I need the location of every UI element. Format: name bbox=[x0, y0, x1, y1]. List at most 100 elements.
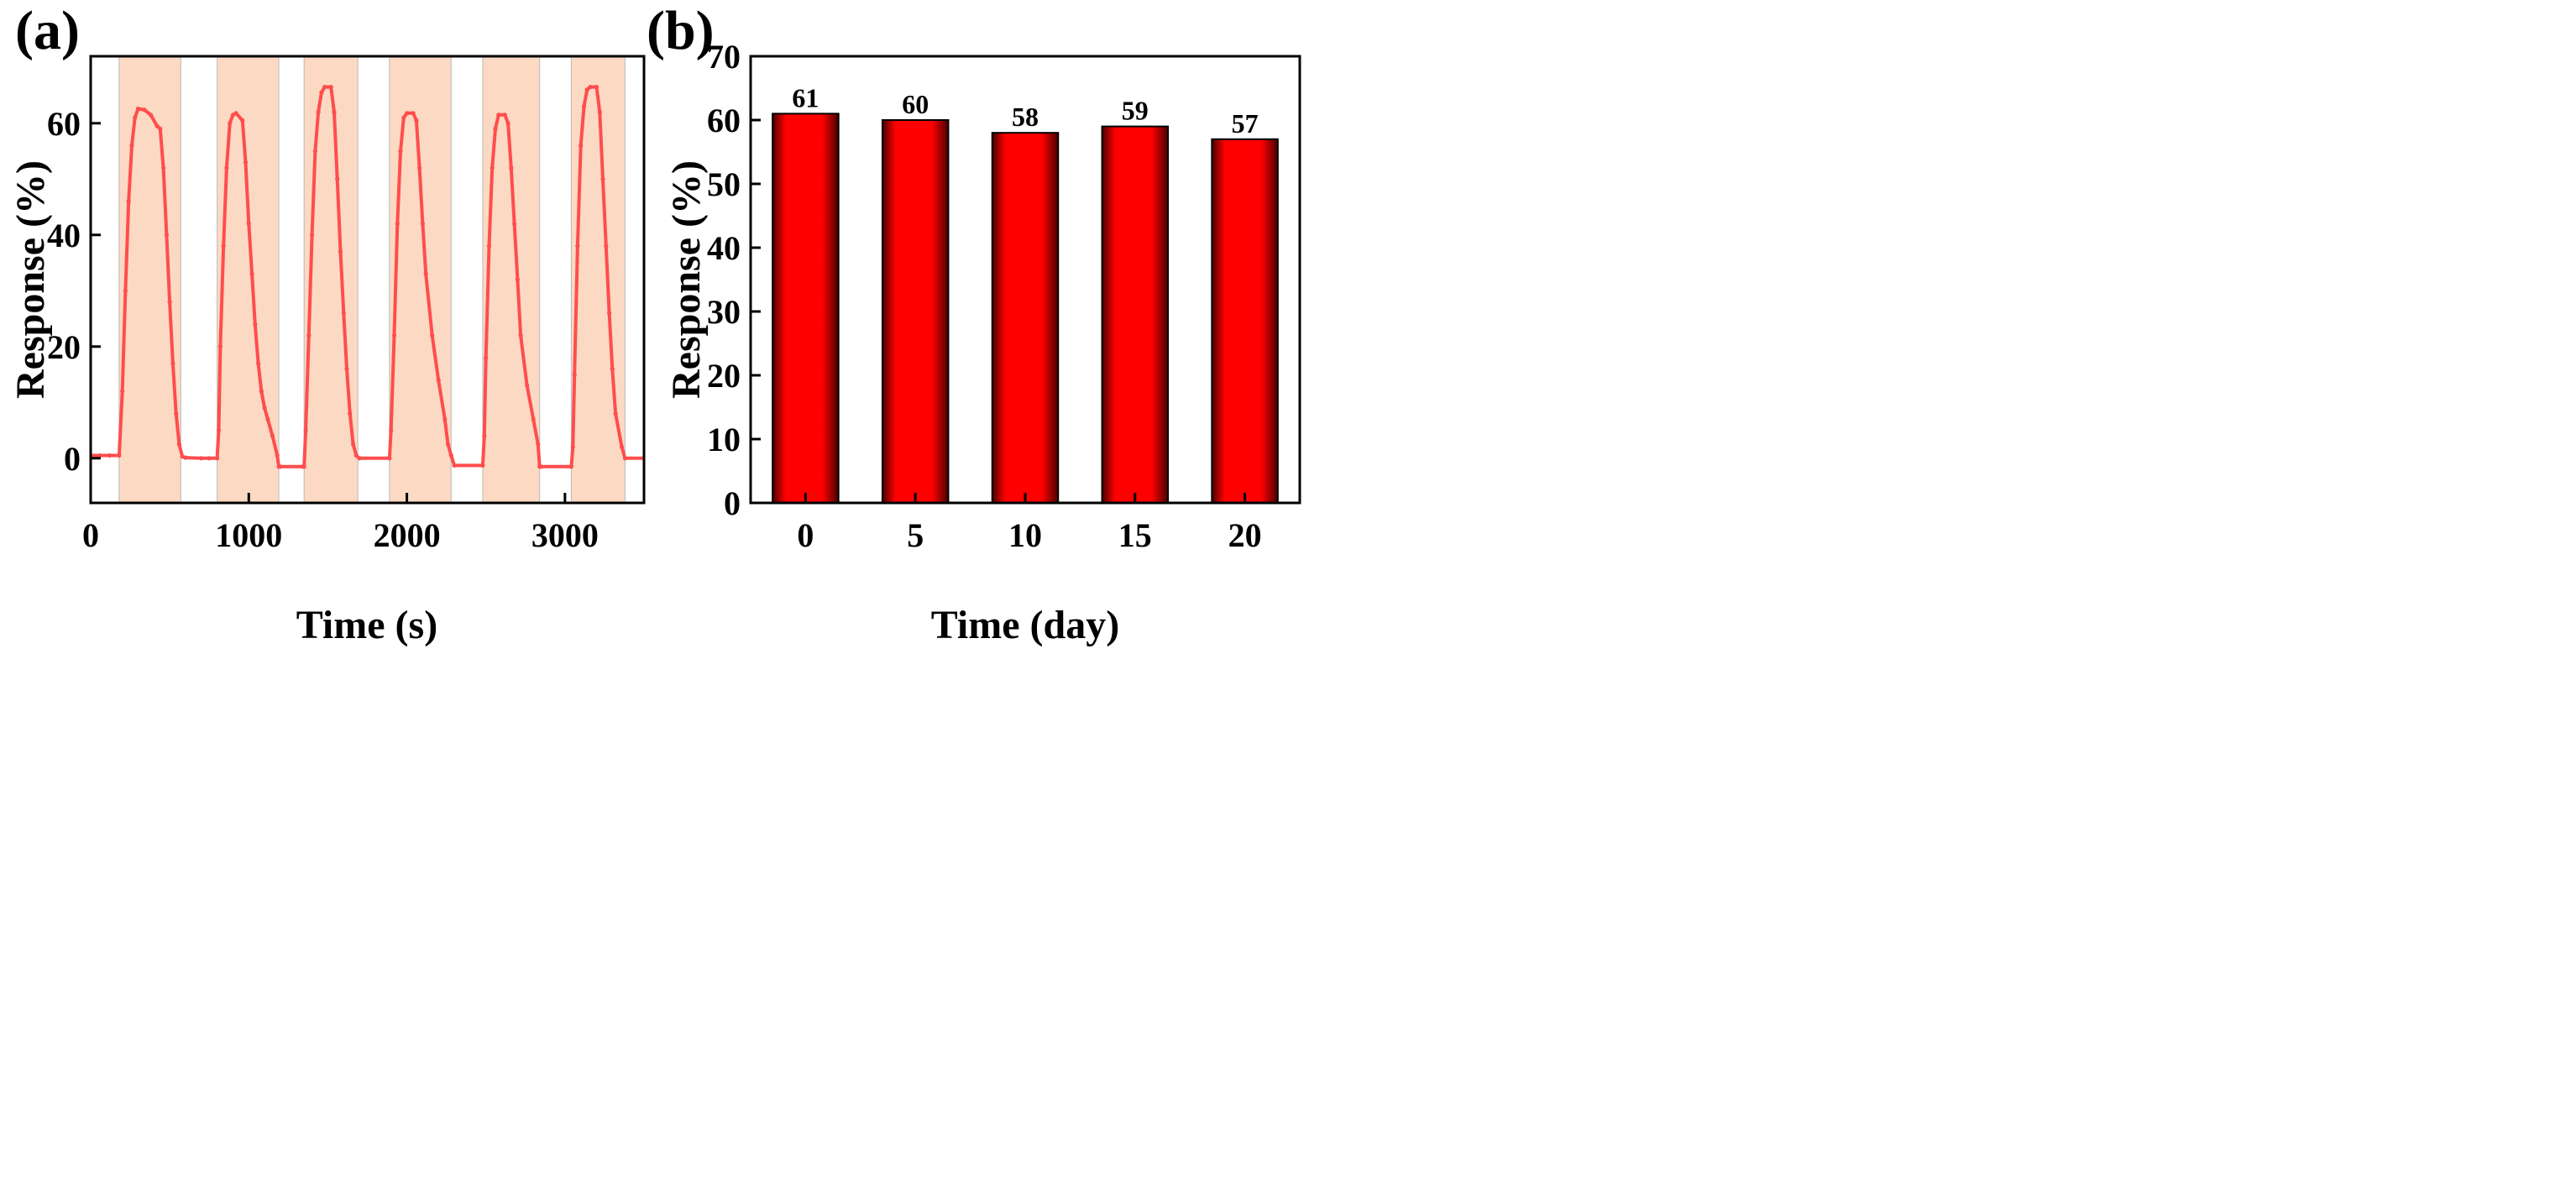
panel-a-line-chart: 0 20 40 60 0 1000 2000 3000 Time (s) Response … bbox=[8, 55, 646, 647]
y-axis-ticks: 0 10 20 30 40 50 60 70 bbox=[707, 38, 761, 522]
data-point bbox=[316, 109, 321, 115]
data-point bbox=[328, 85, 333, 90]
data-point bbox=[395, 221, 400, 227]
data-point bbox=[493, 126, 498, 131]
data-point bbox=[486, 243, 492, 249]
response-line bbox=[91, 85, 644, 468]
shaded-interval-4 bbox=[389, 55, 452, 504]
bar-day-5 bbox=[881, 119, 950, 504]
data-point bbox=[518, 332, 523, 338]
x-tick-label: 5 bbox=[907, 516, 924, 554]
y-tick-label: 0 bbox=[64, 440, 81, 478]
data-point bbox=[496, 113, 501, 118]
data-point bbox=[133, 115, 138, 120]
data-point bbox=[265, 416, 270, 421]
data-point bbox=[581, 104, 587, 109]
data-point bbox=[604, 243, 609, 249]
data-point bbox=[391, 332, 397, 338]
y-tick-label: 50 bbox=[707, 165, 741, 203]
data-point bbox=[164, 233, 169, 238]
data-point bbox=[445, 442, 451, 447]
data-point bbox=[224, 165, 229, 170]
data-point bbox=[148, 113, 154, 118]
data-point bbox=[490, 165, 495, 170]
shaded-interval-6 bbox=[570, 55, 626, 504]
data-point bbox=[301, 464, 306, 469]
data-point bbox=[570, 444, 575, 450]
data-point bbox=[525, 383, 530, 388]
shaded-intervals bbox=[118, 55, 626, 504]
data-point bbox=[411, 111, 416, 116]
data-point bbox=[319, 90, 324, 95]
data-point bbox=[512, 221, 517, 227]
x-tick-label: 3000 bbox=[531, 516, 599, 554]
bars bbox=[772, 113, 1279, 505]
shaded-interval-5 bbox=[482, 55, 541, 504]
data-point bbox=[414, 118, 419, 123]
data-point bbox=[142, 107, 147, 113]
bar-value-label: 61 bbox=[792, 82, 819, 113]
data-point bbox=[278, 464, 283, 469]
data-point bbox=[154, 123, 160, 128]
data-point bbox=[387, 456, 392, 461]
y-tick-label: 20 bbox=[707, 357, 741, 395]
data-point bbox=[167, 300, 172, 305]
data-point bbox=[246, 221, 251, 227]
data-point bbox=[221, 243, 226, 249]
data-point bbox=[430, 332, 435, 338]
bar-value-label: 58 bbox=[1012, 102, 1039, 132]
data-point bbox=[442, 416, 448, 421]
x-tick-label: 15 bbox=[1118, 516, 1152, 554]
x-axis-ticks: 0 1000 2000 3000 bbox=[82, 493, 599, 554]
data-point bbox=[97, 453, 102, 458]
data-point bbox=[341, 311, 346, 316]
data-point bbox=[610, 366, 615, 371]
data-point bbox=[417, 165, 422, 170]
data-point bbox=[584, 87, 589, 92]
data-point bbox=[594, 85, 599, 90]
data-point bbox=[505, 121, 510, 126]
data-point bbox=[401, 115, 406, 120]
data-point bbox=[170, 361, 175, 366]
shaded-interval-3 bbox=[303, 55, 359, 504]
data-point bbox=[126, 199, 131, 204]
bar-value-label: 59 bbox=[1122, 96, 1149, 126]
data-point bbox=[183, 455, 188, 460]
data-point bbox=[338, 249, 343, 254]
data-point bbox=[398, 149, 403, 154]
data-point bbox=[262, 406, 267, 411]
data-point bbox=[575, 243, 580, 249]
data-point bbox=[344, 366, 349, 371]
data-point bbox=[613, 411, 618, 416]
data-point bbox=[123, 288, 128, 293]
data-point bbox=[502, 113, 507, 118]
data-point bbox=[620, 444, 625, 450]
x-tick-label: 1000 bbox=[215, 516, 282, 554]
data-point bbox=[215, 456, 220, 461]
x-tick-label: 2000 bbox=[374, 516, 441, 554]
data-point bbox=[249, 271, 254, 276]
data-point bbox=[607, 311, 612, 316]
data-point bbox=[351, 442, 356, 447]
y-tick-label: 60 bbox=[47, 105, 81, 143]
y-axis-title: Response (%) bbox=[8, 160, 53, 399]
data-point bbox=[158, 126, 163, 131]
y-tick-label: 40 bbox=[47, 217, 81, 254]
data-point bbox=[515, 277, 521, 282]
y-axis-ticks: 0 20 40 60 bbox=[47, 105, 101, 478]
data-point bbox=[423, 271, 428, 276]
x-tick-label: 20 bbox=[1228, 516, 1262, 554]
x-tick-label: 0 bbox=[82, 516, 99, 554]
x-axis-title: Time (s) bbox=[296, 603, 437, 647]
data-point bbox=[129, 143, 134, 148]
data-point bbox=[509, 165, 514, 170]
y-tick-label: 40 bbox=[707, 229, 741, 267]
data-point bbox=[275, 453, 280, 458]
data-point bbox=[270, 433, 275, 438]
shaded-interval-2 bbox=[217, 55, 280, 504]
data-point bbox=[240, 118, 245, 123]
data-point bbox=[161, 165, 166, 170]
y-tick-label: 60 bbox=[707, 102, 741, 139]
data-point bbox=[357, 456, 362, 461]
